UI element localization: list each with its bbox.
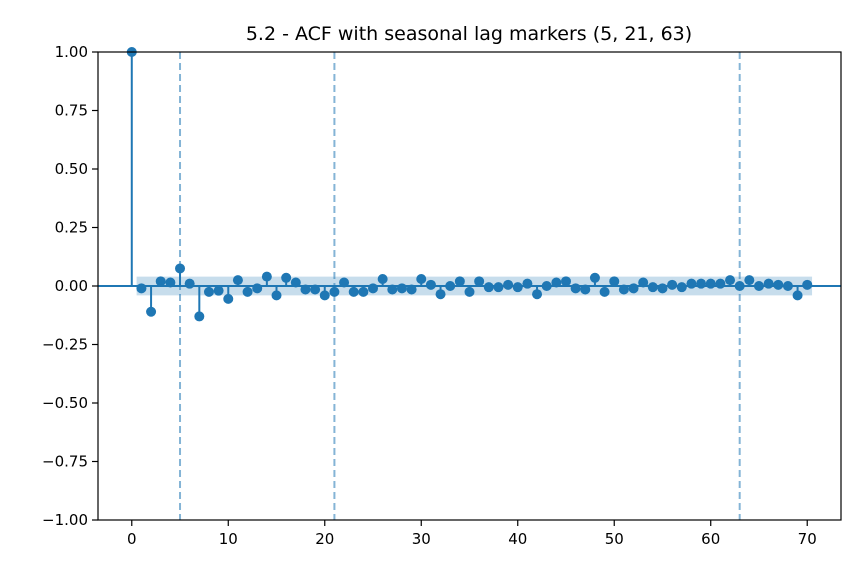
acf-point-lag-41 (522, 278, 533, 289)
acf-point-lag-25 (368, 283, 379, 294)
acf-point-lag-47 (580, 284, 591, 295)
acf-point-lag-18 (300, 284, 311, 295)
y-tick-label-3: −0.25 (42, 336, 88, 354)
acf-point-lag-31 (425, 279, 436, 290)
acf-point-lag-5 (175, 263, 186, 274)
acf-point-lag-50 (609, 276, 620, 287)
acf-point-lag-66 (763, 278, 774, 289)
acf-point-lag-65 (753, 281, 764, 291)
acf-point-lag-48 (589, 272, 600, 283)
acf-point-lag-34 (454, 276, 465, 287)
acf-point-lag-40 (512, 282, 523, 293)
y-tick-label-6: 0.50 (55, 160, 88, 178)
x-tick-label-30: 30 (412, 530, 431, 548)
acf-point-lag-2 (146, 306, 157, 317)
acf-point-lag-58 (686, 278, 697, 289)
chart-title: 5.2 - ACF with seasonal lag markers (5, … (246, 23, 692, 45)
x-tick-label-50: 50 (605, 530, 624, 548)
acf-point-lag-22 (339, 277, 350, 288)
acf-point-lag-63 (734, 281, 745, 291)
acf-point-lag-55 (657, 283, 668, 294)
acf-point-lag-4 (165, 277, 176, 288)
x-tick-label-40: 40 (508, 530, 527, 548)
acf-point-lag-56 (667, 279, 678, 290)
acf-point-lag-8 (203, 286, 214, 297)
acf-point-lag-10 (223, 293, 234, 304)
acf-point-lag-35 (464, 286, 475, 297)
x-tick-label-0: 0 (127, 530, 137, 548)
acf-point-lag-49 (599, 286, 610, 297)
acf-point-lag-14 (261, 271, 272, 282)
acf-point-lag-46 (570, 283, 581, 294)
acf-point-lag-44 (551, 277, 562, 288)
acf-point-lag-17 (290, 277, 301, 288)
y-tick-label-8: 1.00 (55, 43, 88, 61)
acf-point-lag-9 (213, 285, 224, 296)
acf-point-lag-60 (705, 278, 716, 289)
acf-point-lag-42 (532, 289, 543, 300)
x-tick-label-70: 70 (798, 530, 817, 548)
acf-point-lag-20 (319, 290, 330, 301)
acf-point-lag-61 (715, 278, 726, 289)
acf-point-lag-15 (271, 290, 282, 301)
acf-point-lag-69 (792, 290, 803, 301)
acf-point-lag-6 (184, 278, 195, 289)
acf-point-lag-3 (155, 276, 166, 287)
acf-point-lag-28 (396, 283, 407, 294)
acf-point-lag-38 (493, 282, 504, 293)
acf-point-lag-27 (387, 284, 398, 295)
x-tick-label-60: 60 (701, 530, 720, 548)
acf-point-lag-52 (628, 283, 639, 294)
y-tick-label-1: −0.75 (42, 453, 88, 471)
y-tick-label-2: −0.50 (42, 394, 88, 412)
acf-point-lag-59 (696, 278, 707, 289)
acf-point-lag-23 (348, 286, 359, 297)
acf-point-lag-16 (281, 272, 292, 283)
acf-point-lag-57 (676, 282, 687, 293)
acf-point-lag-36 (474, 276, 485, 287)
y-tick-label-0: −1.00 (42, 511, 88, 529)
acf-point-lag-30 (416, 273, 427, 284)
y-tick-label-7: 0.75 (55, 102, 88, 120)
acf-point-lag-70 (802, 279, 813, 290)
acf-point-lag-7 (194, 311, 205, 322)
acf-point-lag-39 (503, 279, 514, 290)
acf-point-lag-37 (483, 282, 494, 293)
acf-point-lag-33 (445, 281, 456, 291)
x-tick-label-10: 10 (219, 530, 238, 548)
acf-point-lag-32 (435, 289, 446, 300)
acf-point-lag-62 (725, 275, 736, 286)
acf-point-lag-54 (647, 282, 658, 293)
acf-point-lag-19 (310, 284, 321, 295)
acf-point-lag-68 (782, 281, 793, 291)
acf-point-lag-67 (773, 279, 784, 290)
acf-point-lag-53 (638, 277, 649, 288)
acf-point-lag-11 (232, 275, 243, 286)
acf-point-lag-13 (252, 283, 263, 294)
acf-point-lag-64 (744, 275, 755, 286)
acf-point-lag-26 (377, 273, 388, 284)
acf-point-lag-45 (560, 276, 571, 287)
acf-point-lag-51 (618, 284, 629, 295)
y-tick-label-5: 0.25 (55, 219, 88, 237)
acf-point-lag-12 (242, 286, 253, 297)
y-tick-label-4: 0.00 (55, 277, 88, 295)
acf-point-lag-43 (541, 281, 552, 291)
x-tick-label-20: 20 (315, 530, 334, 548)
acf-point-lag-1 (136, 283, 147, 294)
acf-point-lag-24 (358, 286, 369, 297)
plot-area: 0 10 20 30 40 50 60 70 −1.00 −0.75 −0.50 −0.25 0.00 0… (42, 43, 842, 548)
acf-point-lag-21 (329, 286, 340, 297)
acf-point-lag-29 (406, 284, 417, 295)
